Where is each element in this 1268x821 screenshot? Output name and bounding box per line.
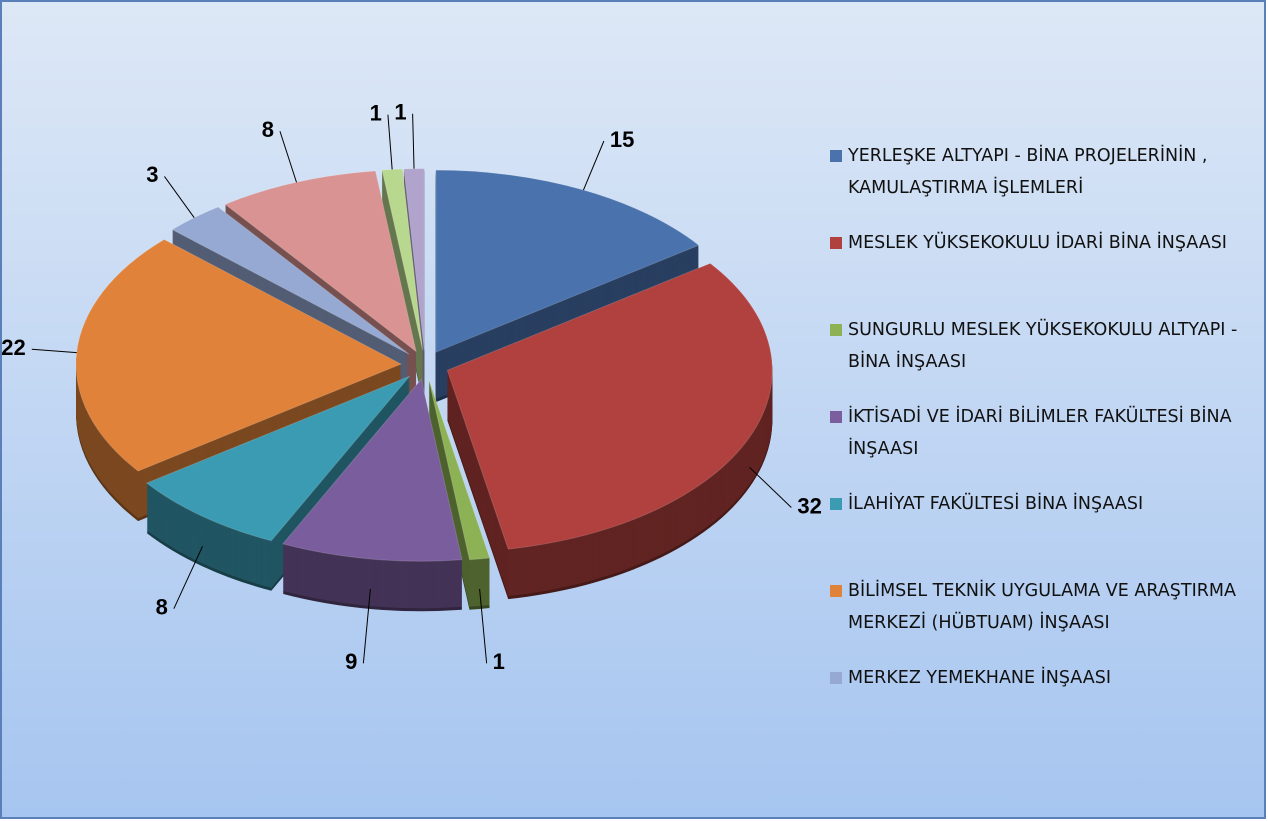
slice-side xyxy=(382,191,423,373)
data-label: 1 xyxy=(493,649,505,674)
data-label: 1 xyxy=(370,101,382,126)
slice-side xyxy=(382,195,423,377)
data-label: 8 xyxy=(262,117,274,142)
slice-side xyxy=(382,192,423,374)
legend-swatch xyxy=(830,498,842,510)
legend-label: İLAHİYAT FAKÜLTESİ BİNA İNŞAASI xyxy=(848,494,1144,514)
data-label: 3 xyxy=(146,162,158,187)
legend-swatch xyxy=(830,672,842,684)
slice-side xyxy=(382,196,423,378)
legend-label: BİLİMSEL TEKNİK UYGULAMA VE ARAŞTIRMA ME… xyxy=(848,581,1236,633)
leader-line xyxy=(362,588,371,664)
data-label: 9 xyxy=(345,649,357,674)
slice-side xyxy=(382,188,423,370)
data-label: 22 xyxy=(1,335,25,360)
slice xyxy=(428,379,491,561)
slice-side xyxy=(382,198,423,380)
legend-swatch xyxy=(830,411,842,423)
leader-line xyxy=(479,588,488,664)
legend-label: YERLEŞKE ALTYAPI - BİNA PROJELERİNİN , K… xyxy=(848,146,1208,198)
slice-side xyxy=(382,174,423,356)
legend-label: MESLEK YÜKSEKOKULU İDARİ BİNA İNŞAASI xyxy=(848,233,1227,253)
slice-side xyxy=(382,189,423,371)
slice-side xyxy=(382,184,423,366)
legend-label: SUNGURLU MESLEK YÜKSEKOKULU ALTYAPI - Bİ… xyxy=(848,320,1238,372)
slice xyxy=(171,206,410,355)
slice-side xyxy=(382,172,423,354)
slice xyxy=(224,170,417,353)
leader-line xyxy=(279,131,298,183)
legend-swatch xyxy=(830,324,842,336)
slice-side xyxy=(382,181,423,363)
slice-side xyxy=(382,185,423,367)
data-label: 15 xyxy=(610,127,634,152)
slice-side xyxy=(382,193,423,375)
leader-line xyxy=(749,466,792,508)
leader-line xyxy=(412,113,415,169)
slice-side xyxy=(382,183,423,365)
leader-line xyxy=(387,114,393,170)
data-label: 8 xyxy=(156,595,168,620)
leader-line xyxy=(31,348,77,354)
legend-swatch xyxy=(830,237,842,249)
slice-side xyxy=(382,171,423,353)
slice-side xyxy=(382,194,423,376)
slice-side xyxy=(382,173,423,355)
slice-side xyxy=(382,176,423,358)
slice xyxy=(435,169,700,353)
leader-line xyxy=(164,176,195,218)
slice-side xyxy=(382,178,423,360)
slice-side xyxy=(382,179,423,361)
data-label: 32 xyxy=(797,493,821,518)
slice-side xyxy=(382,175,423,357)
slice-side xyxy=(382,180,423,362)
slice xyxy=(446,262,773,550)
slice xyxy=(281,378,463,562)
legend-label: MERKEZ YEMEKHANE İNŞAASI xyxy=(848,668,1112,688)
leader-line xyxy=(582,140,605,191)
legend-swatch xyxy=(830,585,842,597)
slice-side xyxy=(382,182,423,364)
slice-side xyxy=(382,186,423,368)
slice-side xyxy=(382,190,423,372)
legend-swatch xyxy=(830,150,842,162)
slice-side xyxy=(382,187,423,369)
slice xyxy=(145,375,411,542)
slice-side xyxy=(382,197,423,379)
leader-line xyxy=(173,546,203,609)
slice-side xyxy=(382,199,423,381)
data-label: 1 xyxy=(394,100,406,125)
slice-side xyxy=(382,170,423,352)
legend-label: İKTİSADİ VE İDARİ BİLİMLER FAKÜLTESİ BİN… xyxy=(848,407,1232,459)
slice-side xyxy=(382,177,423,359)
